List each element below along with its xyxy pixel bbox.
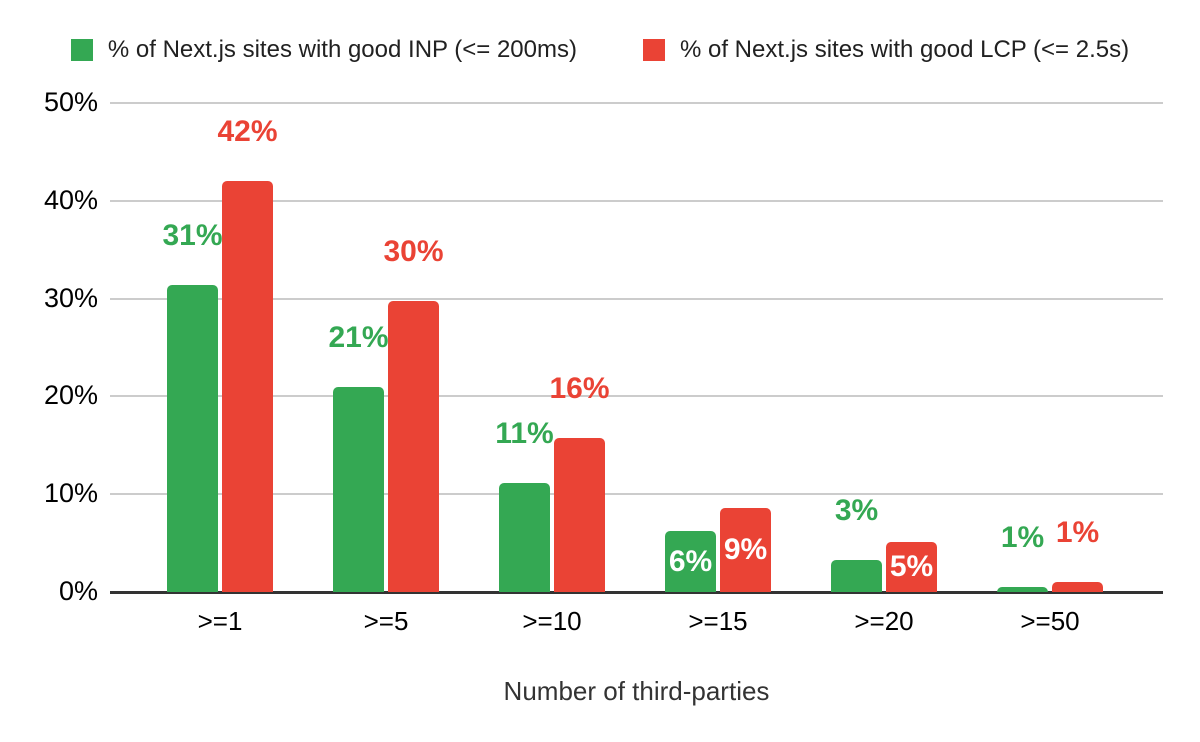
bar-inp	[167, 285, 218, 592]
gridline	[110, 493, 1163, 496]
y-axis-tick-label: 20%	[43, 380, 98, 411]
bar-value-label: 21%	[328, 321, 389, 354]
bar-value-label: 30%	[383, 235, 444, 268]
bar-value-label: 6%	[668, 544, 713, 578]
y-axis-tick-label: 10%	[43, 478, 98, 509]
bar-lcp	[554, 438, 605, 592]
bar-value-label: 31%	[162, 219, 223, 252]
x-axis-title: Number of third-parties	[503, 676, 770, 706]
bar-lcp	[720, 508, 771, 592]
bar-inp	[831, 560, 882, 592]
legend-swatch-lcp-icon	[642, 39, 665, 61]
x-axis-tick-label: >=10	[522, 606, 582, 636]
bar-value-label: 42%	[217, 115, 278, 148]
legend-label-inp: % of Next.js sites with good INP (<= 200…	[107, 36, 577, 63]
y-axis-tick-label: 0%	[58, 576, 98, 606]
x-axis-tick-label: >=15	[688, 606, 748, 636]
x-axis-line	[110, 591, 1163, 594]
legend-label-lcp: % of Next.js sites with good LCP (<= 2.5…	[679, 36, 1130, 63]
chart-legend: % of Next.js sites with good INP (<= 200…	[0, 36, 1200, 64]
bar-inp	[997, 587, 1048, 592]
y-axis-tick-label: 30%	[43, 282, 98, 313]
bar-value-label: 3%	[834, 494, 879, 527]
bar-value-label: 5%	[889, 550, 934, 583]
bar-value-label: 11%	[495, 417, 554, 450]
bar-inp	[665, 531, 716, 592]
x-axis-tick-label: >=5	[363, 606, 409, 636]
legend-swatch-inp-icon	[70, 39, 93, 61]
bar-lcp	[886, 542, 937, 592]
bar-value-label: 1%	[1000, 521, 1045, 554]
gridline	[110, 297, 1163, 300]
x-axis-tick-label: >=50	[1020, 606, 1080, 636]
gridline	[110, 395, 1163, 398]
bar-value-label: 9%	[723, 533, 768, 566]
bar-inp	[333, 387, 384, 592]
bar-value-label: 1%	[1055, 516, 1100, 549]
gridline	[110, 102, 1163, 104]
bar-lcp	[222, 181, 273, 592]
legend-item-lcp: % of Next.js sites with good LCP (<= 2.5…	[642, 36, 1130, 64]
bar-value-label: 16%	[549, 372, 610, 405]
bar-lcp	[1052, 582, 1103, 592]
y-axis-tick-label: 50%	[43, 87, 98, 117]
x-axis-tick-label: >=20	[854, 606, 914, 636]
gridline	[110, 199, 1163, 202]
y-axis-tick-label: 40%	[43, 184, 98, 215]
bar-inp	[499, 483, 550, 592]
x-axis-tick-label: >=1	[197, 606, 243, 636]
legend-item-inp: % of Next.js sites with good INP (<= 200…	[70, 36, 577, 64]
bar-lcp	[388, 301, 439, 592]
